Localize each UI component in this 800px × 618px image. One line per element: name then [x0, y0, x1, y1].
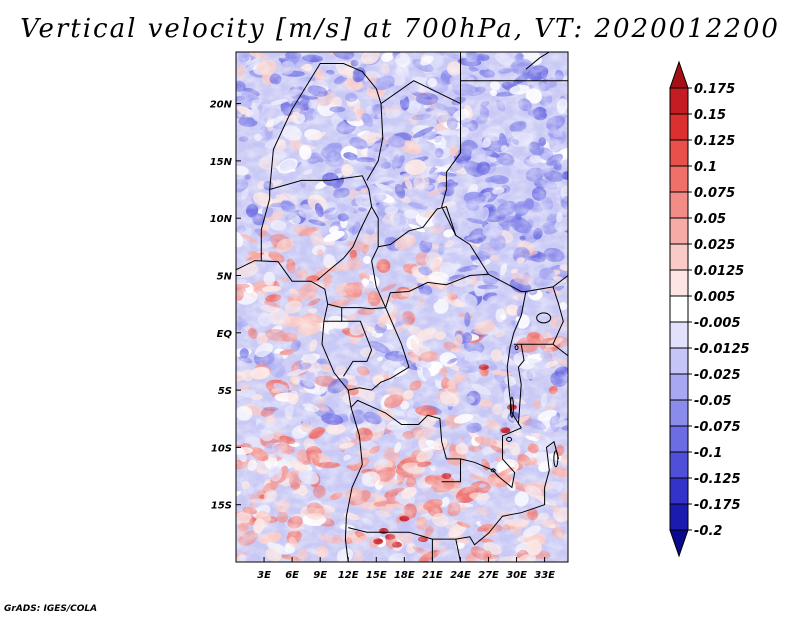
lon-tick-label: 27E: [478, 570, 499, 581]
grads-credit: GrADS: IGES/COLA: [4, 604, 98, 614]
colorbar-swatch: [669, 425, 689, 453]
colorbar-label: -0.2: [694, 524, 722, 539]
colorbar-label: -0.075: [694, 420, 741, 435]
lon-tick-label: 18E: [394, 570, 415, 581]
colorbar-label: 0.175: [694, 82, 735, 97]
colorbar-swatch: [669, 243, 689, 271]
chart-title: Vertical velocity [m/s] at 700hPa, VT: 2…: [20, 14, 780, 44]
country-borders: [236, 52, 568, 562]
lon-tick-label: 12E: [338, 570, 359, 581]
lake-outline: [509, 396, 514, 418]
colorbar-label: -0.1: [694, 446, 722, 461]
colorbar-swatch: [669, 399, 689, 427]
lon-tick-label: 30E: [506, 570, 527, 581]
lon-tick-label: 9E: [313, 570, 327, 581]
colorbar-swatch: [669, 503, 689, 531]
lon-tick-label: 3E: [257, 570, 271, 581]
border-line: [441, 458, 461, 483]
colorbar-swatch: [669, 87, 689, 115]
colorbar-swatch: [669, 477, 689, 505]
colorbar-swatch: [669, 191, 689, 219]
colorbar-swatch: [669, 321, 689, 349]
colorbar-swatch: [669, 451, 689, 479]
colorbar-label: -0.125: [694, 472, 741, 487]
border-line: [525, 52, 550, 70]
colorbar-label: 0.1: [694, 160, 717, 175]
colorbar-swatch: [669, 529, 689, 558]
colorbar-swatch: [669, 373, 689, 401]
colorbar-label: 0.005: [694, 290, 735, 305]
colorbar-label: 0.125: [694, 134, 735, 149]
border-line: [552, 286, 564, 345]
lat-tick-label: EQ: [217, 329, 233, 340]
colorbar-label: -0.025: [694, 368, 741, 383]
colorbar-swatch: [669, 60, 689, 89]
colorbar-label: 0.05: [694, 212, 726, 227]
colorbar: 0.175 0.15 0.125 0.1 0.075 0.05 0.025 0.0125 0.0…: [669, 60, 750, 558]
colorbar-label: 0.025: [694, 238, 735, 253]
border-line: [380, 52, 461, 105]
border-line: [455, 538, 461, 562]
border-line: [341, 307, 410, 391]
border-line: [517, 344, 525, 425]
lake-outline: [553, 450, 559, 468]
lake-outline: [490, 468, 496, 473]
colorbar-swatch: [669, 165, 689, 193]
colorbar-swatch: [669, 347, 689, 375]
lon-tick-label: 24E: [450, 570, 471, 581]
colorbar-label: -0.0125: [694, 342, 750, 357]
border-line: [260, 175, 373, 281]
colorbar-label: 0.075: [694, 186, 735, 201]
colorbar-label: -0.005: [694, 316, 741, 331]
lon-tick-label: 21E: [422, 570, 443, 581]
border-line: [269, 63, 384, 190]
lake-outline: [514, 345, 519, 351]
lat-tick-label: 15S: [211, 501, 232, 512]
border-line: [341, 320, 373, 377]
colorbar-swatch: [669, 295, 689, 323]
border-line: [323, 303, 343, 322]
lat-tick-label: 5N: [217, 271, 233, 282]
border-line: [348, 440, 560, 546]
colorbar-swatch: [669, 269, 689, 297]
lat-tick-label: 20N: [210, 100, 233, 111]
colorbar-label: -0.05: [694, 394, 731, 409]
colorbar-label: 0.15: [694, 108, 726, 123]
lake-outline: [506, 436, 513, 442]
lat-tick-label: 15N: [210, 157, 233, 168]
velocity-field: [236, 52, 568, 562]
border-line: [378, 206, 457, 248]
lat-tick-label: 10N: [210, 214, 233, 225]
border-line: [513, 343, 568, 357]
lat-tick-label: 10S: [211, 443, 232, 454]
border-line: [350, 291, 527, 489]
lake-outline: [536, 312, 552, 324]
lon-tick-label: 6E: [285, 570, 299, 581]
axis-ticks: 20N 15N 10N 5N EQ 5S 10S 15S 3E 6E 9E 12E 15E 18E 21E 2…: [210, 100, 555, 581]
border-line: [236, 260, 363, 562]
lat-tick-label: 5S: [218, 386, 232, 397]
border-line: [371, 206, 489, 310]
map-frame: [235, 51, 569, 563]
border-line: [441, 103, 568, 292]
colorbar-swatch: [669, 113, 689, 141]
colorbar-label: -0.175: [694, 498, 741, 513]
colorbar-swatch: [669, 217, 689, 245]
lon-tick-label: 33E: [534, 570, 555, 581]
lon-tick-label: 15E: [366, 570, 387, 581]
colorbar-label: 0.0125: [694, 264, 744, 279]
colorbar-swatch: [669, 139, 689, 167]
